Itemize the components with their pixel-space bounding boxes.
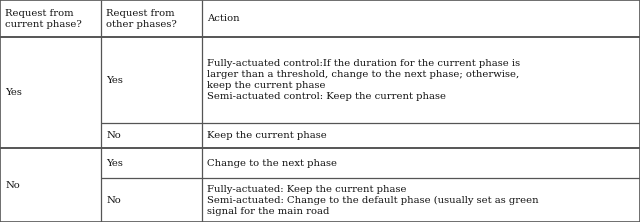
Text: Keep the current phase: Keep the current phase <box>207 131 327 140</box>
Text: Fully-actuated: Keep the current phase
Semi-actuated: Change to the default phas: Fully-actuated: Keep the current phase S… <box>207 185 539 216</box>
Text: No: No <box>5 181 20 190</box>
Text: Yes: Yes <box>106 76 123 85</box>
Text: Change to the next phase: Change to the next phase <box>207 159 337 168</box>
Text: No: No <box>106 196 121 205</box>
Text: Action: Action <box>207 14 240 23</box>
Text: Yes: Yes <box>5 88 22 97</box>
Text: Yes: Yes <box>106 159 123 168</box>
Text: Request from
current phase?: Request from current phase? <box>5 9 82 29</box>
Text: Request from
other phases?: Request from other phases? <box>106 9 177 29</box>
Text: No: No <box>106 131 121 140</box>
Text: Fully-actuated control:If the duration for the current phase is
larger than a th: Fully-actuated control:If the duration f… <box>207 59 520 101</box>
